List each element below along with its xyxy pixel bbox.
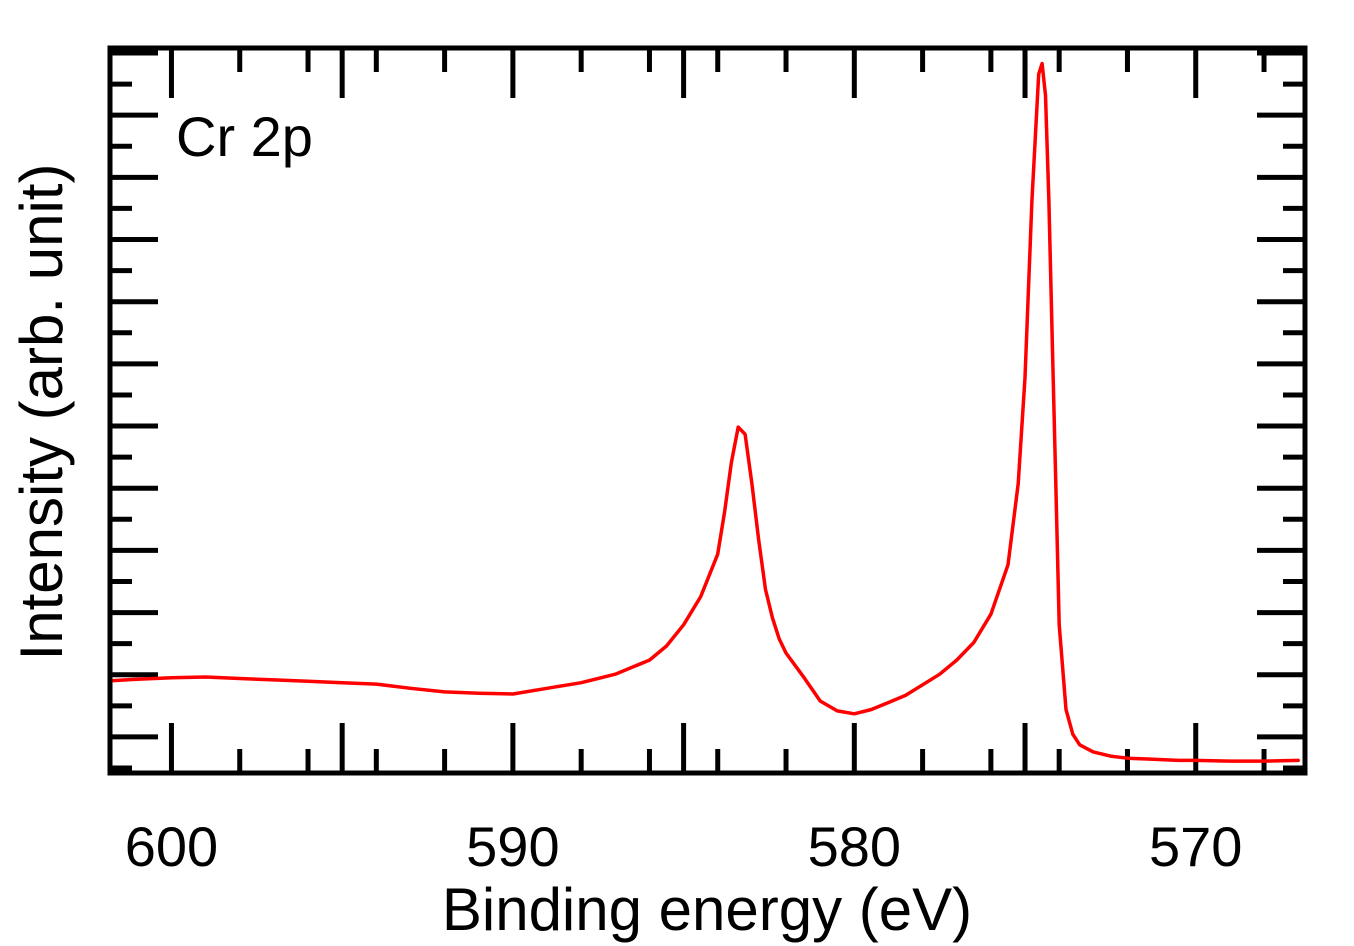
x-tick-label: 600	[125, 815, 218, 878]
x-tick-label: 580	[808, 815, 901, 878]
axis-ticks	[110, 48, 1305, 773]
y-axis-label: Intensity (arb. unit)	[8, 164, 75, 661]
series-line	[111, 61, 1300, 763]
spectrum-annotation: Cr 2p	[176, 105, 313, 168]
x-tick-label: 590	[466, 815, 559, 878]
x-tick-label: 570	[1149, 815, 1242, 878]
plot-frame	[107, 45, 1308, 776]
x-axis-label: Binding energy (eV)	[442, 876, 972, 943]
x-tick-labels: 600 590 580 570	[125, 815, 1243, 878]
